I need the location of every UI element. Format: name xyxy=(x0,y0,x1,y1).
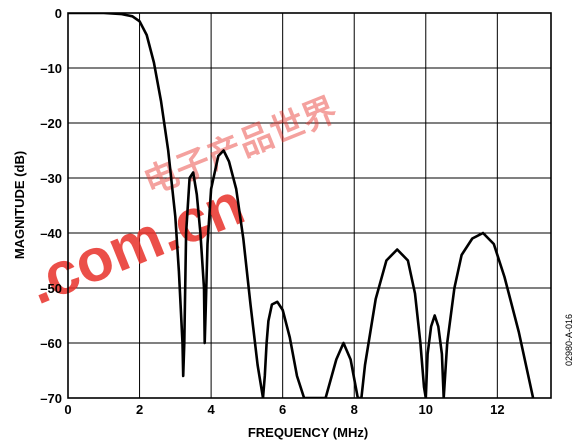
y-tick-label: 0 xyxy=(55,6,62,21)
grid-lines xyxy=(68,13,551,398)
x-tick-label: 2 xyxy=(136,402,143,417)
x-tick-label: 4 xyxy=(207,402,215,417)
y-tick-label: –50 xyxy=(40,281,62,296)
y-tick-label: –60 xyxy=(40,336,62,351)
y-tick-label: –30 xyxy=(40,171,62,186)
x-tick-label: 6 xyxy=(279,402,286,417)
figure-code: 02980-A-016 xyxy=(564,314,574,366)
watermark-cjk: 电子产品世界 xyxy=(138,90,342,204)
y-tick-label: –70 xyxy=(40,391,62,406)
y-tick-labels: 0 –10 –20 –30 –40 –50 –60 –70 xyxy=(40,6,62,406)
magnitude-response-line xyxy=(68,13,535,398)
y-tick-label: –10 xyxy=(40,61,62,76)
y-tick-label: –20 xyxy=(40,116,62,131)
x-tick-label: 10 xyxy=(419,402,433,417)
x-tick-label: 8 xyxy=(351,402,358,417)
y-axis-label: MAGNITUDE (dB) xyxy=(12,151,27,259)
y-tick-label: –40 xyxy=(40,226,62,241)
series-group xyxy=(68,13,535,398)
x-axis-label: FREQUENCY (MHz) xyxy=(248,425,368,440)
x-tick-label: 12 xyxy=(490,402,504,417)
plot-frame xyxy=(67,12,552,399)
x-tick-labels: 0 2 4 6 8 10 12 xyxy=(64,402,504,417)
x-tick-label: 0 xyxy=(64,402,71,417)
